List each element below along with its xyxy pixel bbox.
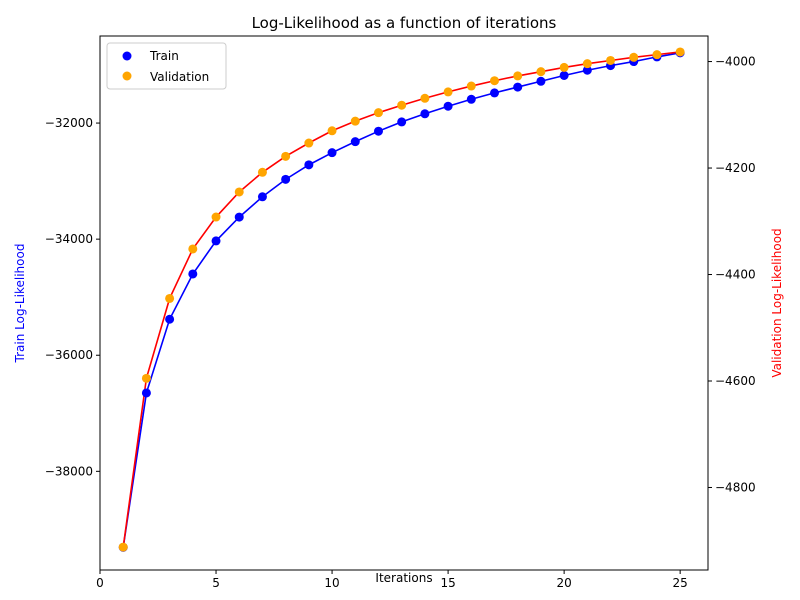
- point-train: [211, 236, 221, 246]
- point-train: [559, 70, 569, 80]
- point-train: [490, 88, 500, 98]
- point-validation: [536, 67, 546, 77]
- point-validation: [513, 71, 523, 81]
- point-validation: [397, 100, 407, 110]
- legend-label-train: Train: [149, 49, 179, 63]
- point-train: [350, 137, 360, 147]
- point-train: [327, 148, 337, 158]
- point-validation: [582, 59, 592, 69]
- point-train: [165, 314, 175, 324]
- x-tick-label: 20: [556, 576, 571, 590]
- left-y-tick-label: −36000: [45, 348, 93, 362]
- right-y-tick-label: −4800: [715, 480, 756, 494]
- point-train: [188, 269, 198, 279]
- legend-marker-train: [122, 51, 132, 61]
- point-validation: [188, 244, 198, 254]
- right-y-tick-label: −4400: [715, 268, 756, 282]
- left-y-tick-label: −32000: [45, 116, 93, 130]
- x-tick-label: 25: [673, 576, 688, 590]
- left-y-tick-label: −38000: [45, 464, 93, 478]
- point-validation: [327, 126, 337, 136]
- point-validation: [629, 52, 639, 62]
- right-y-tick-label: −4000: [715, 55, 756, 69]
- point-train: [257, 192, 267, 202]
- point-train: [582, 65, 592, 75]
- point-validation: [350, 116, 360, 126]
- legend-label-validation: Validation: [150, 70, 209, 84]
- point-validation: [257, 167, 267, 177]
- legend-marker-validation: [122, 71, 132, 81]
- plot-area: [99, 35, 709, 571]
- x-tick-label: 15: [440, 576, 455, 590]
- point-validation: [466, 81, 476, 91]
- right-y-tick-label: −4200: [715, 161, 756, 175]
- point-validation: [490, 76, 500, 86]
- x-tick-label: 10: [324, 576, 339, 590]
- x-tick-label: 5: [212, 576, 220, 590]
- point-validation: [373, 108, 383, 118]
- left-axis-label: Train Log-Likelihood: [13, 244, 27, 364]
- point-train: [443, 101, 453, 111]
- point-train: [141, 388, 151, 398]
- right-axis-label: Validation Log-Likelihood: [770, 228, 784, 377]
- point-validation: [652, 50, 662, 60]
- point-validation: [443, 87, 453, 97]
- series-line-train: [122, 52, 681, 548]
- left-y-tick-label: −34000: [45, 232, 93, 246]
- point-validation: [281, 151, 291, 161]
- point-validation: [675, 47, 685, 57]
- point-validation: [165, 293, 175, 303]
- right-y-tick-label: −4600: [715, 374, 756, 388]
- point-validation: [420, 93, 430, 103]
- point-train: [536, 76, 546, 86]
- point-validation: [606, 55, 616, 65]
- point-train: [234, 212, 244, 222]
- legend: Train Validation: [106, 42, 227, 90]
- legend-box: [106, 42, 227, 90]
- point-train: [373, 126, 383, 136]
- point-validation: [118, 542, 128, 552]
- point-validation: [559, 62, 569, 72]
- x-tick-label: 0: [96, 576, 104, 590]
- chart-title: Log-Likelihood as a function of iteratio…: [252, 14, 557, 32]
- point-train: [466, 94, 476, 104]
- point-validation: [141, 373, 151, 383]
- point-train: [513, 82, 523, 92]
- point-train: [397, 117, 407, 127]
- x-axis-label: Iterations: [375, 571, 432, 585]
- point-validation: [234, 187, 244, 197]
- point-train: [304, 160, 314, 170]
- point-train: [281, 174, 291, 184]
- point-train: [420, 109, 430, 119]
- point-validation: [211, 212, 221, 222]
- point-validation: [304, 138, 314, 148]
